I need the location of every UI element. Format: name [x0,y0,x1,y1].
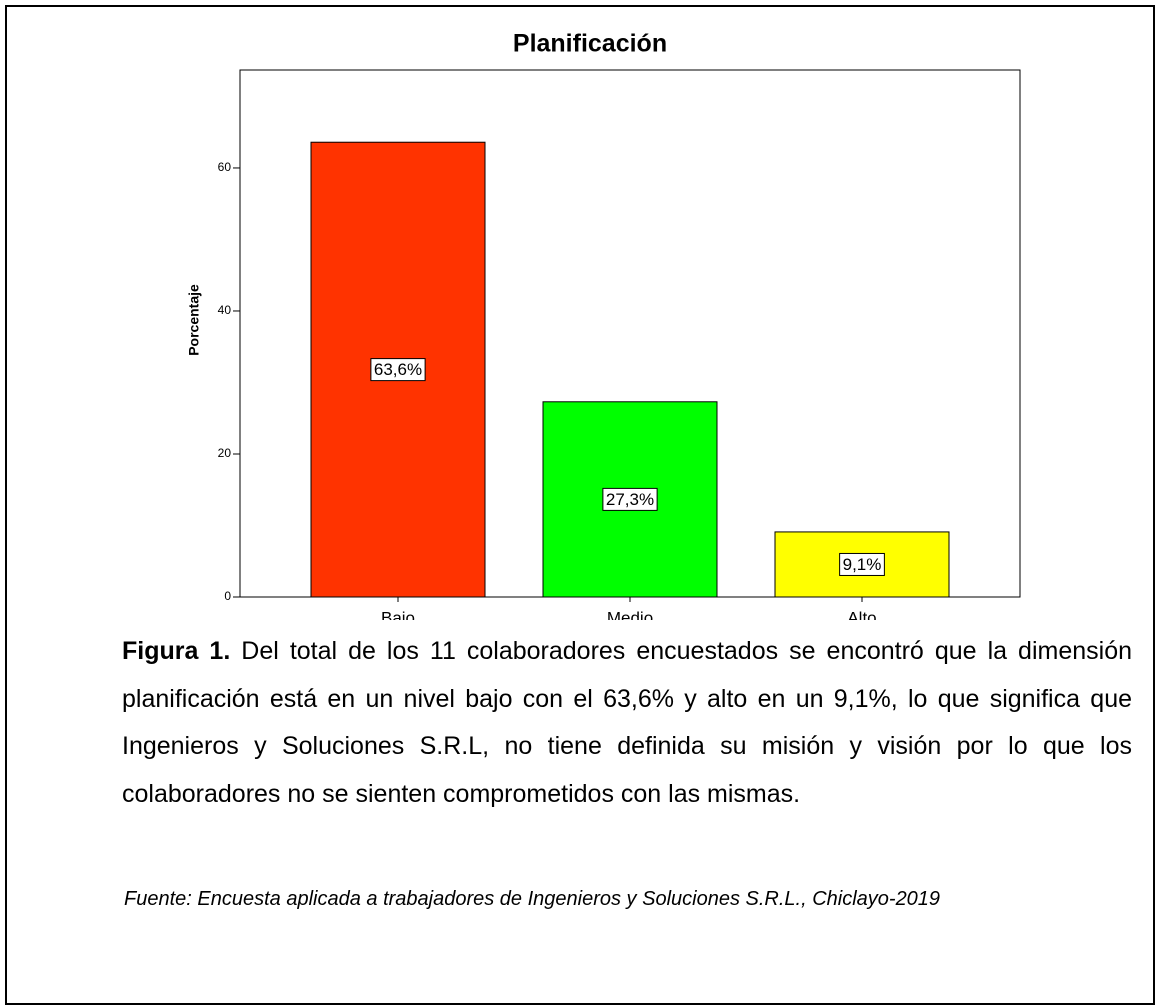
value-label: 63,6% [374,360,422,379]
chart-title: Planificación [513,30,667,58]
x-tick-label: Bajo [381,608,415,620]
x-tick-label: Medio [607,608,653,620]
value-label-box [370,358,426,382]
y-tick-label: 60 [218,160,232,174]
caption-label: Figura 1. [122,637,231,665]
y-tick-label: 0 [224,589,231,603]
caption: Figura 1. Del total de los 11 colaborado… [122,628,1132,818]
value-label-box [602,487,658,511]
y-tick-label: 40 [218,303,232,317]
value-label: 9,1% [843,555,882,574]
x-tick-label: Alto [847,608,876,620]
value-label: 27,3% [606,490,654,509]
y-axis-label: Porcentaje [186,284,202,356]
chart: Planificación Porcentaje 0 20 40 60 Bajo 63,6… [186,30,1021,620]
y-tick-label: 20 [218,446,232,460]
source: Fuente: Encuesta aplicada a trabajadores… [124,888,941,910]
caption-text: Del total de los 11 colaboradores encues… [122,637,1133,808]
value-label-box [839,552,885,576]
